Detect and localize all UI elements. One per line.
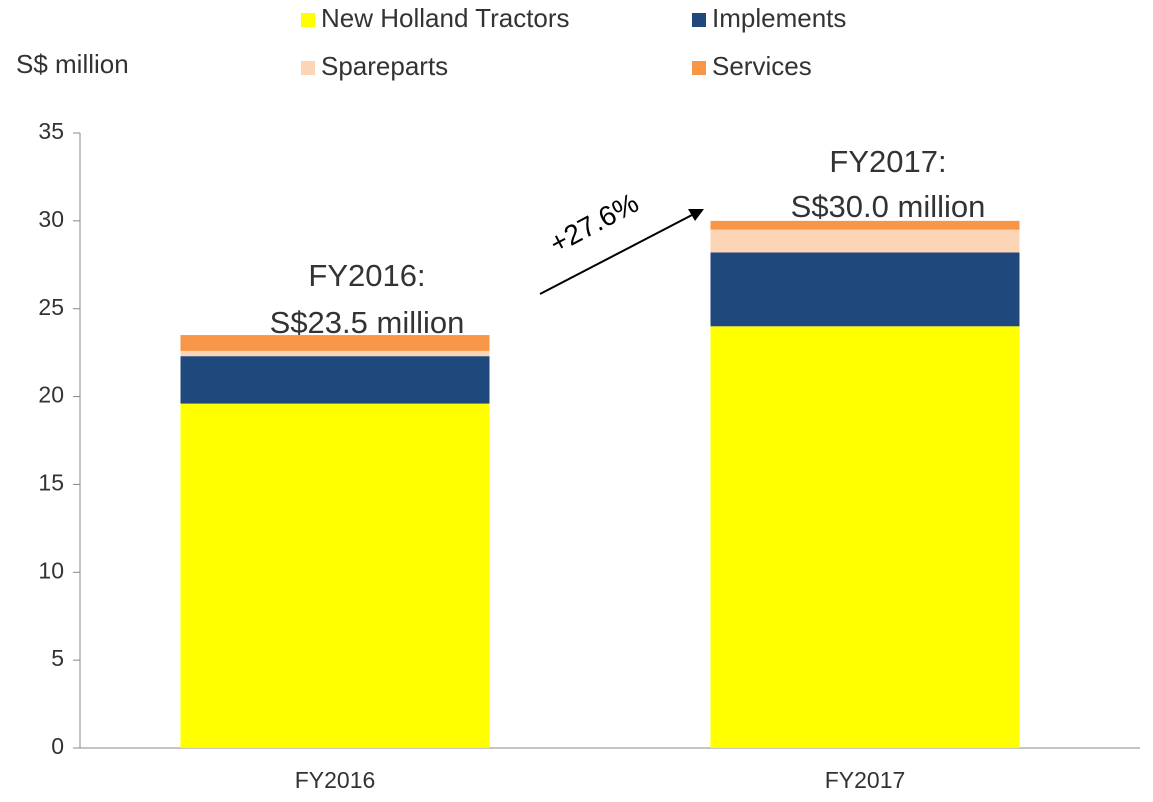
annotation: S$23.5 million xyxy=(270,305,465,340)
arrow xyxy=(539,214,693,295)
legend-swatch xyxy=(301,61,315,75)
y-tick-label: 5 xyxy=(51,645,64,671)
bar-segment xyxy=(180,403,490,748)
bar-segment xyxy=(180,350,490,357)
bar-segment xyxy=(710,326,1020,748)
bar-segment xyxy=(710,229,1020,253)
y-tick-label: 25 xyxy=(38,294,64,320)
annotation: S$30.0 million xyxy=(791,189,986,224)
legend-label: Services xyxy=(712,51,812,81)
x-tick-label: FY2016 xyxy=(295,767,376,793)
y-tick-label: 10 xyxy=(38,557,64,583)
x-tick-label: FY2017 xyxy=(825,767,906,793)
y-tick-label: 35 xyxy=(38,118,64,144)
annotation: FY2016: xyxy=(308,258,425,293)
legend-label: Implements xyxy=(712,3,846,33)
bar-segment xyxy=(710,252,1020,327)
bar-segment xyxy=(180,356,490,404)
legend-label: Spareparts xyxy=(321,51,448,81)
legend-swatch xyxy=(301,13,315,27)
y-axis-label: S$ million xyxy=(16,49,129,79)
legend-swatch xyxy=(692,13,706,27)
y-tick-label: 0 xyxy=(51,733,64,759)
bar-segment xyxy=(180,335,490,351)
arrow-head xyxy=(688,209,704,221)
legend-swatch xyxy=(692,61,706,75)
y-tick-label: 30 xyxy=(38,206,64,232)
y-tick-label: 20 xyxy=(38,382,64,408)
y-tick-label: 15 xyxy=(38,470,64,496)
annotation: FY2017: xyxy=(829,144,946,179)
bar-segment xyxy=(710,220,1020,230)
legend-label: New Holland Tractors xyxy=(321,3,570,33)
